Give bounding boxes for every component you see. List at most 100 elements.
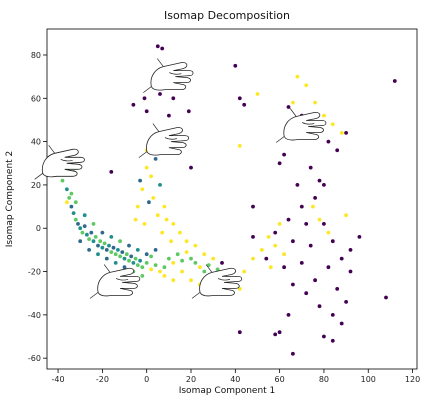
- scatter-point-164: [291, 239, 295, 244]
- scatter-point-133: [237, 144, 242, 148]
- scatter-point-140: [158, 92, 162, 96]
- scatter-point-53: [215, 267, 220, 272]
- scatter-point-150: [242, 102, 247, 107]
- scatter-point-155: [317, 178, 322, 183]
- scatter-point-104: [202, 252, 207, 257]
- y-tick-label-1: -40: [28, 311, 41, 320]
- scatter-point-182: [273, 332, 278, 337]
- scatter-point-20: [104, 248, 109, 252]
- scatter-point-57: [78, 239, 83, 244]
- scatter-point-106: [162, 274, 167, 278]
- scatter-point-195: [313, 196, 317, 200]
- scatter-point-141: [171, 96, 176, 101]
- scatter-point-72: [109, 235, 114, 239]
- scatter-point-185: [330, 338, 335, 343]
- scatter-point-97: [147, 200, 151, 205]
- y-tick-label-0: -60: [28, 354, 41, 363]
- scatter-point-151: [286, 105, 291, 109]
- scatter-point-92: [169, 239, 174, 244]
- scatter-point-168: [339, 256, 344, 261]
- scatter-point-160: [299, 204, 304, 209]
- scatter-point-177: [317, 304, 322, 309]
- hand-image-3: [275, 108, 327, 143]
- scatter-point-146: [189, 165, 193, 170]
- scatter-point-87: [135, 204, 140, 209]
- scatter-point-4: [69, 204, 74, 209]
- scatter-point-5: [71, 211, 76, 216]
- scatter-point-196: [344, 131, 348, 135]
- scatter-point-86: [151, 196, 156, 200]
- scatter-point-153: [282, 152, 286, 157]
- scatter-point-183: [291, 351, 295, 356]
- scatter-point-173: [326, 265, 331, 270]
- scatter-point-23: [111, 245, 116, 250]
- scatter-point-139: [142, 96, 147, 101]
- scatter-point-143: [144, 109, 149, 114]
- scatter-point-74: [127, 243, 131, 248]
- x-tick-label-7: 100: [361, 375, 376, 384]
- scatter-point-178: [304, 291, 309, 296]
- scatter-point-66: [69, 191, 74, 196]
- scatter-point-105: [211, 256, 216, 261]
- scatter-point-38: [149, 267, 154, 272]
- scatter-point-157: [335, 148, 340, 153]
- scatter-point-14: [91, 239, 96, 244]
- scatter-point-43: [171, 261, 176, 265]
- scatter-point-186: [339, 321, 344, 326]
- scatter-point-85: [140, 187, 145, 192]
- scatter-point-125: [322, 113, 326, 118]
- y-tick-label-3: 0: [36, 224, 41, 233]
- scatter-point-21: [107, 243, 111, 248]
- scatter-point-48: [193, 261, 198, 265]
- scatter-point-42: [167, 256, 171, 261]
- scatter-point-26: [118, 254, 122, 259]
- scatter-point-176: [330, 313, 335, 317]
- scatter-point-62: [122, 265, 127, 270]
- x-tick-label-5: 60: [275, 375, 285, 384]
- scatter-point-131: [311, 204, 315, 209]
- y-tick-label-2: -20: [28, 268, 41, 277]
- scatter-point-33: [133, 256, 138, 261]
- scatter-point-70: [91, 222, 96, 226]
- scatter-point-142: [131, 102, 136, 107]
- scatter-point-22: [109, 250, 114, 255]
- scatter-point-145: [186, 109, 191, 114]
- scatter-point-144: [167, 113, 171, 118]
- x-tick-label-8: 120: [405, 375, 420, 384]
- scatter-point-99: [133, 217, 138, 222]
- scatter-point-0: [60, 178, 65, 183]
- scatter-point-102: [184, 239, 189, 244]
- scatter-point-174: [335, 287, 340, 291]
- scatter-point-118: [277, 222, 282, 226]
- scatter-point-190: [251, 235, 255, 239]
- y-tick-label-6: 60: [31, 94, 41, 103]
- scatter-point-181: [277, 330, 282, 335]
- scatter-point-73: [118, 239, 122, 244]
- scatter-point-13: [89, 230, 94, 235]
- scatter-point-170: [282, 265, 286, 270]
- scatter-point-179: [291, 282, 295, 287]
- scatter-point-83: [144, 165, 149, 170]
- scatter-point-124: [313, 100, 317, 105]
- scatter-point-24: [113, 252, 118, 257]
- scatter-point-58: [87, 248, 91, 252]
- chart-title: Isomap Decomposition: [164, 9, 290, 22]
- scatter-point-135: [155, 44, 160, 49]
- scatter-point-95: [138, 178, 143, 183]
- y-tick-label-7: 80: [31, 51, 41, 60]
- scatter-point-156: [326, 139, 331, 144]
- x-axis-label: Isomap Component 1: [179, 386, 276, 396]
- scatter-point-158: [295, 183, 300, 187]
- scatter-point-44: [175, 252, 180, 257]
- scatter-point-129: [317, 217, 322, 222]
- scatter-point-149: [237, 96, 242, 101]
- scatter-point-100: [171, 222, 176, 226]
- hand-image-4: [89, 264, 141, 299]
- scatter-point-51: [206, 263, 211, 267]
- hand-image-2: [34, 145, 85, 180]
- scatter-point-191: [264, 256, 269, 261]
- scatter-point-126: [330, 122, 335, 127]
- scatter-point-147: [109, 170, 114, 174]
- scatter-point-18: [100, 245, 105, 250]
